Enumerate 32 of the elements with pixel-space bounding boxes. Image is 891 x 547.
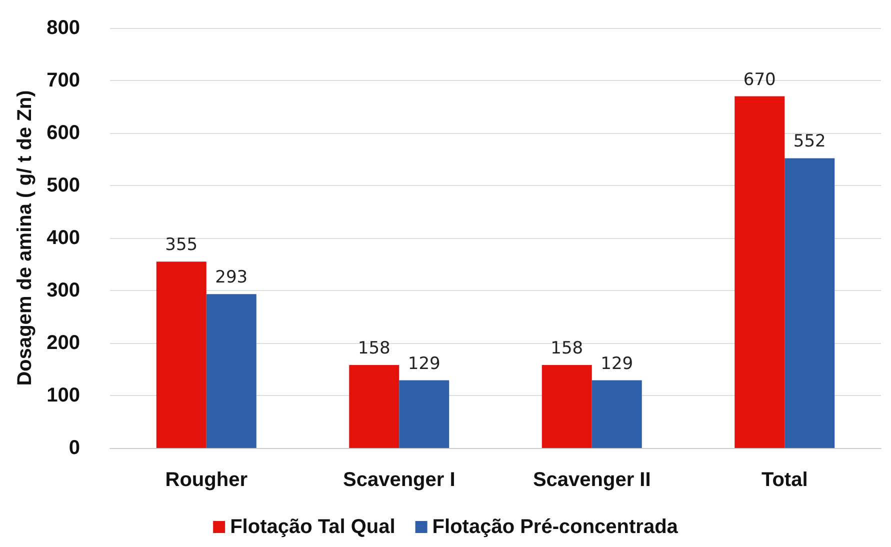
y-axis-title: Dosagem de amina ( g/ t de Zn) xyxy=(14,90,36,386)
x-tick-label: Rougher xyxy=(165,469,248,491)
y-tick-label: 700 xyxy=(46,70,80,92)
y-tick-label: 200 xyxy=(46,332,80,354)
bar xyxy=(784,158,835,448)
legend-label: Flotação Tal Qual xyxy=(230,516,396,538)
y-tick-label: 600 xyxy=(46,122,80,144)
legend-label: Flotação Pré-concentrada xyxy=(432,516,679,538)
y-tick-label: 400 xyxy=(46,227,80,249)
data-label: 293 xyxy=(215,268,248,288)
y-tick-label: 0 xyxy=(68,437,80,459)
data-label: 129 xyxy=(600,354,634,374)
data-label: 552 xyxy=(793,132,826,152)
bar xyxy=(349,365,400,448)
bar xyxy=(206,294,256,448)
bar xyxy=(734,96,785,448)
x-tick-label: Scavenger II xyxy=(532,469,651,491)
bar xyxy=(592,380,642,448)
data-label: 158 xyxy=(550,338,584,359)
y-tick-label: 300 xyxy=(46,280,80,302)
bar xyxy=(542,365,592,448)
data-label: 670 xyxy=(743,70,776,90)
data-label: 158 xyxy=(358,338,390,359)
y-tick-label: 100 xyxy=(46,384,80,406)
x-tick-label: Total xyxy=(761,469,808,491)
bar xyxy=(399,380,450,448)
y-tick-label: 500 xyxy=(46,174,80,196)
data-label: 355 xyxy=(165,235,198,256)
bar xyxy=(156,262,206,448)
x-tick-label: Scavenger I xyxy=(342,469,456,491)
data-label: 129 xyxy=(408,354,440,374)
y-tick-label: 800 xyxy=(46,17,80,39)
